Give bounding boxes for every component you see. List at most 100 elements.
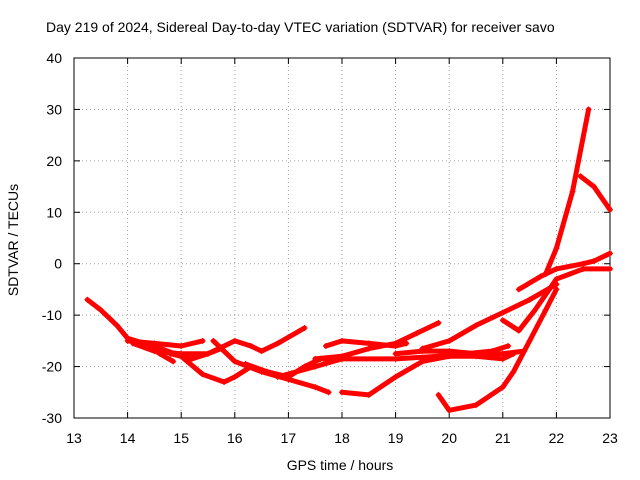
x-tick-label: 20: [441, 430, 457, 446]
data-point: [577, 173, 584, 180]
data-point: [419, 345, 426, 352]
data-point: [403, 340, 410, 347]
data-point: [247, 343, 254, 349]
chart-title: Day 219 of 2024, Sidereal Day-to-day VTE…: [46, 19, 555, 35]
grid: [73, 57, 611, 419]
series-line: [151, 343, 254, 385]
x-tick-label: 19: [388, 430, 404, 446]
data-point: [392, 373, 399, 380]
data-point: [113, 322, 120, 329]
data-point: [205, 350, 211, 357]
series-line: [419, 281, 559, 352]
data-point: [419, 358, 426, 365]
data-point: [607, 250, 613, 257]
data-point: [446, 348, 453, 355]
series-arc-13: [419, 281, 560, 352]
series-arc-10: [322, 337, 410, 349]
data-point: [542, 307, 549, 313]
data-point: [97, 307, 104, 313]
data-point: [526, 337, 533, 344]
data-point: [178, 353, 185, 360]
data-point: [339, 389, 345, 396]
data-point: [221, 379, 228, 385]
data-point: [274, 340, 281, 347]
series-arc-16: [515, 250, 613, 293]
data-point: [446, 337, 453, 344]
x-tick-label: 17: [281, 430, 297, 446]
y-tick-label: 0: [54, 256, 62, 272]
data-point: [553, 265, 560, 272]
data-point: [392, 350, 399, 357]
data-point: [258, 348, 265, 355]
ticks: [73, 57, 611, 419]
data-point: [531, 307, 538, 313]
series-line: [543, 106, 592, 277]
series-arc-4: [167, 325, 308, 362]
x-tick-label: 18: [334, 430, 350, 446]
y-tick-label: 30: [46, 101, 62, 117]
data-point: [392, 343, 399, 349]
data-point: [446, 407, 453, 414]
data-point: [553, 245, 560, 252]
x-tick-label: 14: [120, 430, 136, 446]
y-tick-label: 20: [46, 153, 62, 169]
data-point: [124, 337, 131, 344]
data-point: [188, 355, 195, 362]
series-line: [168, 325, 307, 362]
data-point: [435, 319, 442, 326]
data-point: [499, 384, 506, 391]
data-point: [601, 199, 608, 205]
data-point: [170, 358, 177, 365]
data-point: [312, 363, 319, 370]
data-point: [365, 340, 372, 347]
data-point: [569, 188, 576, 195]
data-point: [526, 296, 533, 303]
series-line: [393, 348, 527, 357]
data-point: [515, 286, 522, 293]
y-tick-labels: -30 -20 -10 0 10 20 30 40: [42, 50, 62, 426]
y-tick-label: 10: [46, 204, 62, 220]
data-point: [178, 343, 185, 349]
data-point: [129, 340, 136, 347]
data-point: [590, 258, 597, 265]
series-line: [516, 250, 613, 292]
y-tick-label: -20: [42, 359, 62, 375]
data-point: [499, 309, 506, 316]
data-point: [553, 286, 560, 293]
data-point: [446, 353, 453, 360]
x-tick-label: 13: [66, 430, 82, 446]
data-point: [199, 371, 206, 378]
series-line: [500, 266, 613, 334]
data-point: [365, 391, 372, 398]
data-point: [505, 343, 512, 349]
data-point: [580, 260, 587, 267]
data-point: [499, 317, 506, 324]
data-point: [151, 343, 158, 349]
data-point: [607, 206, 613, 213]
data-point: [322, 343, 329, 349]
series-arc-18: [577, 173, 613, 213]
series-arc-15: [499, 265, 613, 334]
x-tick-label: 16: [227, 430, 243, 446]
data-point: [542, 271, 549, 277]
data-point: [199, 337, 206, 344]
data-point: [435, 391, 442, 398]
data-point: [325, 389, 332, 396]
data-point: [339, 353, 345, 360]
x-tick-label: 15: [173, 430, 189, 446]
data-point: [84, 296, 91, 303]
data-point: [274, 373, 281, 380]
series-arc-14: [435, 286, 560, 414]
data-point: [301, 325, 308, 331]
data-point: [312, 355, 319, 362]
series-line: [125, 338, 206, 349]
x-tick-label: 22: [549, 430, 565, 446]
data-point: [580, 265, 587, 272]
y-tick-label: -10: [42, 307, 62, 323]
series-line: [339, 351, 516, 398]
data-point: [210, 337, 217, 344]
y-axis-label: SDTVAR / TECUs: [5, 184, 21, 296]
data-point: [231, 358, 238, 365]
data-point: [590, 183, 597, 190]
